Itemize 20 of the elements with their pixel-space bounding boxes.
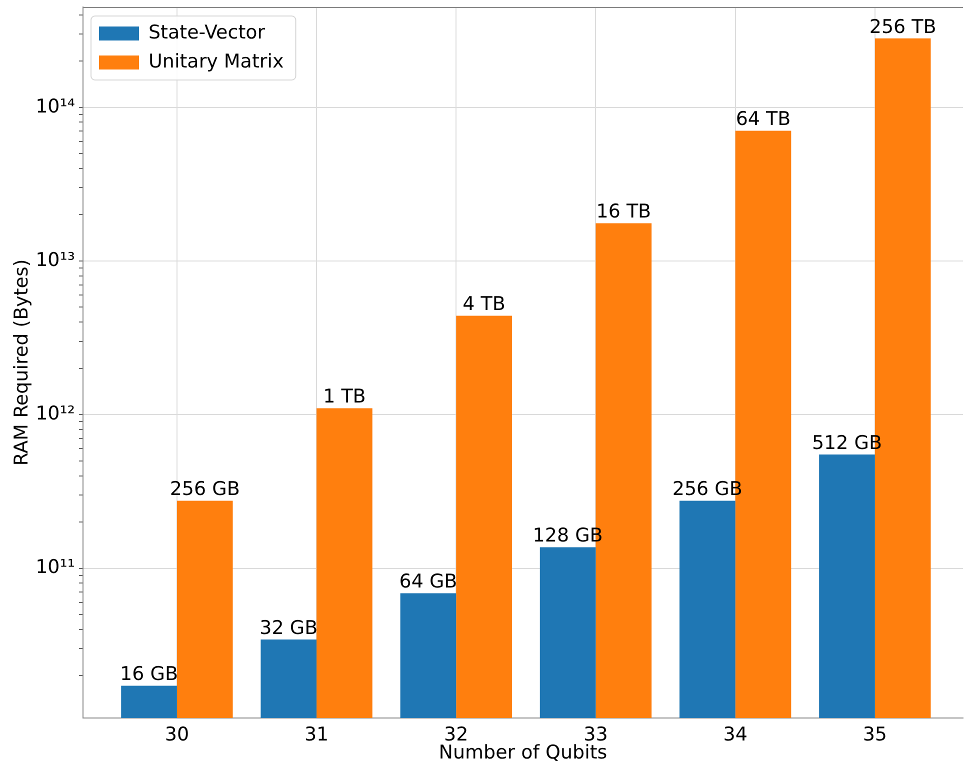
annotation: 64 GB <box>399 570 458 593</box>
annotation: 256 TB <box>869 16 936 38</box>
y-tick-label: 10¹⁴ <box>36 95 76 118</box>
y-tick-label: 10¹² <box>36 402 75 425</box>
x-tick-label: 30 <box>164 723 190 746</box>
y-tick-label: 10¹³ <box>36 248 75 271</box>
annotation: 256 GB <box>170 478 240 500</box>
annotation: 4 TB <box>462 293 506 316</box>
x-tick-label: 35 <box>862 723 888 746</box>
x-tick-label: 34 <box>723 723 748 746</box>
annotation: 32 GB <box>260 616 318 639</box>
annotation: 1 TB <box>323 386 366 408</box>
annotation: 16 GB <box>120 663 178 686</box>
y-axis-title: RAM Required (Bytes) <box>10 259 32 466</box>
legend-label: Unitary Matrix <box>148 50 284 72</box>
annotation: 64 TB <box>736 108 791 130</box>
y-tick-label: 10¹¹ <box>36 556 75 578</box>
annotation: 16 TB <box>596 200 652 223</box>
legend-label: State-Vector <box>148 21 266 44</box>
x-tick-label: 31 <box>304 723 329 746</box>
